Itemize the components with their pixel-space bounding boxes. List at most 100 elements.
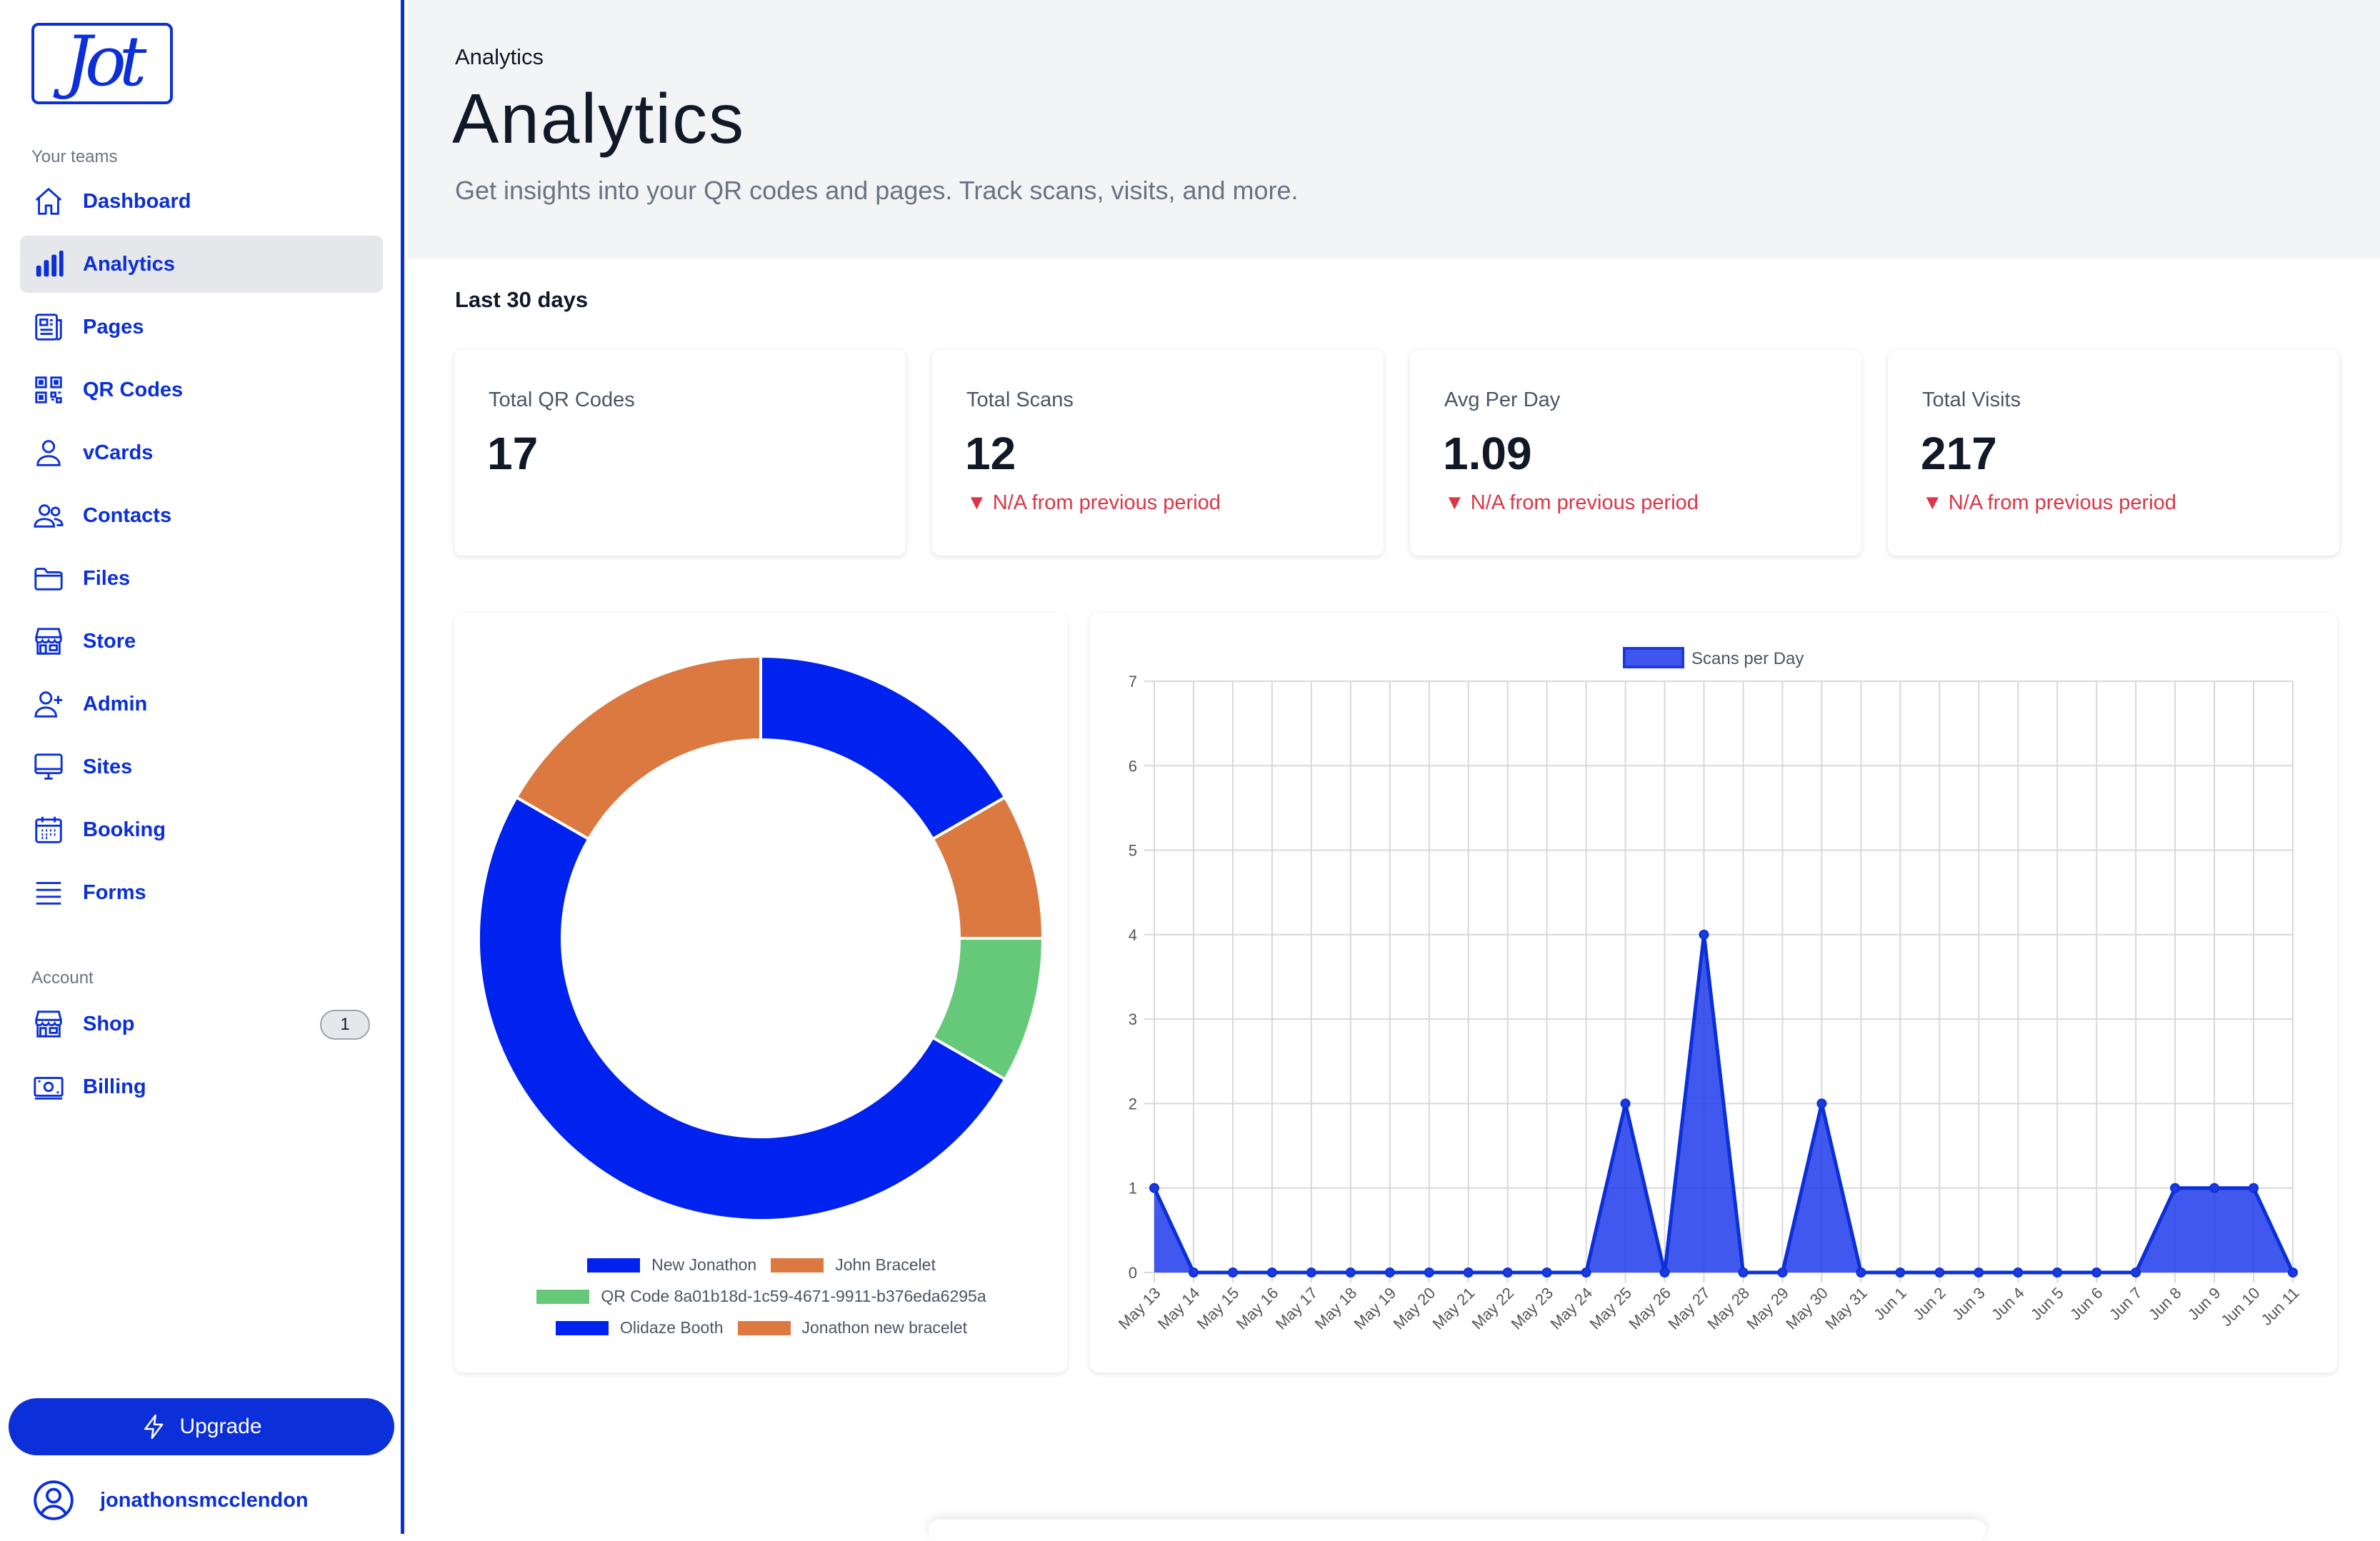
legend-swatch (587, 1258, 641, 1273)
data-point[interactable] (1934, 1268, 1945, 1278)
legend-swatch (536, 1289, 590, 1304)
stat-card-avg-per-day: Avg Per Day 1.09 ▼ N/A from previous per… (1410, 350, 1861, 556)
x-tick-label: May 31 (1821, 1284, 1871, 1333)
sidebar-item-analytics[interactable]: Analytics (20, 236, 383, 293)
newspaper-icon (31, 310, 66, 344)
sidebar-item-booking[interactable]: Booking (20, 801, 383, 858)
sidebar-item-pages[interactable]: Pages (20, 298, 383, 356)
legend-item-john-bracelet[interactable]: John Bracelet (771, 1255, 936, 1275)
sidebar-item-store[interactable]: Store (20, 613, 383, 670)
sidebar-item-label: Admin (83, 692, 148, 716)
doughnut-chart-panel: New Jonathon John Bracelet QR Code 8a01b… (454, 613, 1067, 1372)
page-title: Analytics (452, 79, 746, 158)
data-point[interactable] (1620, 1098, 1631, 1109)
data-point[interactable] (1659, 1268, 1670, 1278)
data-point[interactable] (2209, 1183, 2220, 1193)
x-tick-label: May 30 (1782, 1284, 1831, 1333)
data-point[interactable] (1149, 1183, 1159, 1193)
y-tick-label: 1 (1129, 1180, 1137, 1198)
sidebar-item-label: Files (83, 566, 131, 590)
data-point[interactable] (1581, 1268, 1591, 1278)
bar-chart-icon (31, 247, 66, 281)
data-point[interactable] (1856, 1268, 1866, 1278)
upgrade-button[interactable]: Upgrade (9, 1398, 394, 1455)
shop-count-badge: 1 (320, 1010, 370, 1040)
data-point[interactable] (2052, 1268, 2063, 1278)
x-tick-label: Jun 2 (1909, 1284, 1949, 1324)
data-point[interactable] (1188, 1268, 1199, 1278)
stat-change: ▼ N/A from previous period (966, 491, 1221, 514)
legend-swatch (737, 1320, 791, 1335)
sidebar-item-label: Shop (83, 1012, 135, 1035)
data-point[interactable] (1895, 1268, 1906, 1278)
calendar-icon (31, 813, 66, 847)
sidebar-item-sites[interactable]: Sites (20, 738, 383, 795)
sidebar-item-dashboard[interactable]: Dashboard (20, 173, 383, 230)
page-subtitle: Get insights into your QR codes and page… (455, 176, 1299, 205)
data-point[interactable] (1384, 1268, 1395, 1278)
user-profile-link[interactable]: jonathonsmcclendon (31, 1478, 309, 1522)
doughnut-slice-jonathon-new-bracelet[interactable] (514, 654, 762, 841)
sidebar-item-label: Dashboard (83, 189, 191, 213)
data-point[interactable] (1738, 1268, 1749, 1278)
sidebar-item-vcards[interactable]: vCards (20, 424, 383, 481)
storefront-icon (31, 1007, 66, 1041)
x-tick-label: May 20 (1390, 1284, 1439, 1333)
data-point[interactable] (1816, 1098, 1827, 1109)
stat-card-total-scans: Total Scans 12 ▼ N/A from previous perio… (932, 350, 1384, 556)
doughnut-slice-new-jonathon[interactable] (759, 654, 1007, 841)
data-point[interactable] (2131, 1268, 2141, 1278)
legend-item-qr-code[interactable]: QR Code 8a01b18d-1c59-4671-9911-b376eda6… (536, 1287, 986, 1306)
data-point[interactable] (1306, 1268, 1316, 1278)
banknote-icon (31, 1070, 66, 1104)
sidebar-item-files[interactable]: Files (20, 550, 383, 607)
line-legend[interactable]: Scans per Day (1623, 647, 1804, 668)
data-point[interactable] (1974, 1268, 1984, 1278)
doughnut-slice-olidaze-booth[interactable] (477, 795, 1007, 1222)
stat-label: Avg Per Day (1444, 388, 1561, 411)
sidebar-item-contacts[interactable]: Contacts (20, 487, 383, 544)
x-tick-label: May 14 (1154, 1284, 1204, 1333)
sidebar-item-qr-codes[interactable]: QR Codes (20, 361, 383, 418)
username: jonathonsmcclendon (100, 1488, 309, 1512)
data-point[interactable] (1227, 1268, 1238, 1278)
legend-item-new-jonathon[interactable]: New Jonathon (587, 1255, 756, 1275)
stat-value: 17 (487, 428, 539, 479)
legend-item-olidaze-booth[interactable]: Olidaze Booth (556, 1318, 724, 1337)
stat-change: ▼ N/A from previous period (1922, 491, 2176, 514)
x-tick-label: Jun 5 (2027, 1284, 2067, 1324)
data-point[interactable] (1777, 1268, 1788, 1278)
stat-value: 1.09 (1443, 428, 1532, 479)
data-point[interactable] (2288, 1268, 2298, 1278)
x-tick-label: Jun 8 (2145, 1284, 2185, 1324)
data-point[interactable] (1424, 1268, 1434, 1278)
x-tick-label: May 18 (1311, 1284, 1361, 1333)
sidebar-item-admin[interactable]: Admin (20, 676, 383, 733)
sidebar-item-forms[interactable]: Forms (20, 864, 383, 921)
data-point[interactable] (1345, 1268, 1356, 1278)
x-tick-label: Jun 4 (1988, 1284, 2028, 1324)
breadcrumb[interactable]: Analytics (455, 44, 544, 69)
data-point[interactable] (2013, 1268, 2024, 1278)
jot-logo[interactable]: Jot (31, 23, 173, 104)
sidebar-item-billing[interactable]: Billing (20, 1058, 383, 1115)
data-point[interactable] (2170, 1183, 2181, 1193)
legend-label: Olidaze Booth (620, 1318, 724, 1337)
data-point[interactable] (1699, 929, 1709, 940)
data-point[interactable] (1463, 1268, 1474, 1278)
sidebar-item-label: Forms (83, 880, 146, 904)
data-point[interactable] (1541, 1268, 1552, 1278)
y-tick-label: 3 (1129, 1010, 1137, 1028)
legend-label: Jonathon new bracelet (801, 1318, 967, 1337)
data-point[interactable] (1266, 1268, 1277, 1278)
data-point[interactable] (1502, 1268, 1513, 1278)
sidebar-item-label: Contacts (83, 503, 172, 527)
sidebar-item-shop[interactable]: Shop 1 (20, 995, 383, 1053)
x-tick-label: May 17 (1272, 1284, 1321, 1333)
stat-label: Total QR Codes (489, 388, 635, 411)
legend-label: Scans per Day (1691, 649, 1804, 668)
legend-item-jonathon-new-bracelet[interactable]: Jonathon new bracelet (737, 1318, 967, 1337)
data-point[interactable] (2249, 1183, 2259, 1193)
data-point[interactable] (2091, 1268, 2102, 1278)
line-scans-per-day (1152, 933, 2295, 1275)
